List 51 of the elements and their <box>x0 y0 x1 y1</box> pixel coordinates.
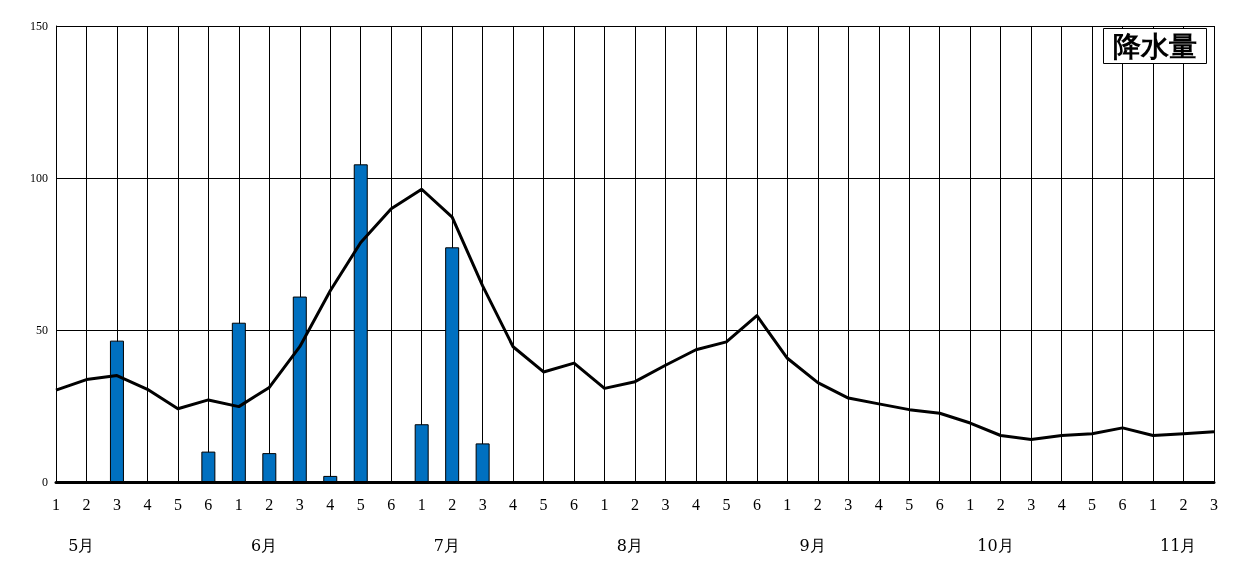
x-tick-label: 3 <box>478 495 487 513</box>
x-tick-label: 2 <box>813 495 822 513</box>
x-tick-label: 2 <box>1179 495 1188 513</box>
x-tick-label: 6 <box>204 495 213 513</box>
x-tick-label: 4 <box>1057 495 1066 513</box>
y-tick-label: 150 <box>30 19 48 33</box>
x-tick-label: 3 <box>844 495 853 513</box>
x-tick-label: 6 <box>752 495 761 513</box>
x-tick-label: 6 <box>387 495 396 513</box>
x-tick-label: 4 <box>691 495 700 513</box>
x-tick-label: 3 <box>295 495 304 513</box>
x-tick-label: 1 <box>234 495 243 513</box>
x-tick-label: 5 <box>905 495 914 513</box>
x-tick-label: 5 <box>356 495 365 513</box>
x-tick-label: 6 <box>570 495 579 513</box>
x-tick-label: 2 <box>265 495 274 513</box>
x-tick-label: 6 <box>1118 495 1127 513</box>
x-tick-label: 2 <box>82 495 91 513</box>
y-tick-label: 100 <box>30 171 48 185</box>
x-tick-label: 5 <box>722 495 731 513</box>
x-tick-label: 1 <box>417 495 426 513</box>
x-tick-label: 4 <box>326 495 335 513</box>
y-tick-label: 0 <box>42 475 48 489</box>
text: 5月 <box>68 536 95 557</box>
x-tick-label: 1 <box>600 495 609 513</box>
x-tick-label: 1 <box>52 495 60 513</box>
x-tick-label: 3 <box>1210 495 1218 513</box>
x-tick-label: 4 <box>143 495 152 513</box>
x-tick-label: 5 <box>1088 495 1097 513</box>
text: 7月 <box>433 536 460 557</box>
x-tick-label: 1 <box>783 495 792 513</box>
x-tick-label: 5 <box>539 495 548 513</box>
x-tick-label: 3 <box>112 495 121 513</box>
x-tick-label: 5 <box>173 495 182 513</box>
x-tick-label: 1 <box>966 495 975 513</box>
x-tick-label: 2 <box>631 495 639 513</box>
y-tick-label: 50 <box>36 323 48 337</box>
x-tick-label: 3 <box>1027 495 1036 513</box>
x-tick-label: 1 <box>1149 495 1158 513</box>
x-tick-label: 4 <box>509 495 518 513</box>
text: 8月 <box>616 536 643 557</box>
chart-title: 降水量 <box>1113 29 1197 63</box>
x-tick-label: 2 <box>996 495 1005 513</box>
x-tick-label: 6 <box>935 495 944 513</box>
text: 10月 <box>977 536 1014 557</box>
x-tick-label: 3 <box>661 495 670 513</box>
x-tick-label: 2 <box>448 495 457 513</box>
text: 6月 <box>250 536 278 557</box>
text: 11月 <box>1160 536 1197 557</box>
x-tick-label: 4 <box>874 495 883 513</box>
text: 9月 <box>799 536 826 557</box>
